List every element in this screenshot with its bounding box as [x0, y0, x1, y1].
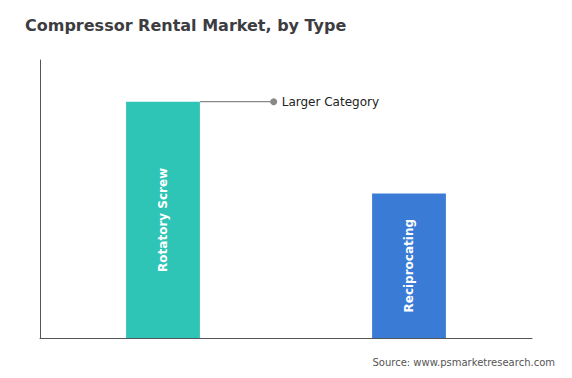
svg-text:Reciprocating: Reciprocating — [402, 219, 416, 313]
svg-text:Compressor Rental Market, by T: Compressor Rental Market, by Type — [25, 16, 346, 35]
svg-text:Rotatory Screw: Rotatory Screw — [156, 168, 170, 272]
svg-text:Larger Category: Larger Category — [282, 95, 379, 109]
svg-text:Source: www.psmarketresearch.c: Source: www.psmarketresearch.com — [372, 357, 555, 368]
